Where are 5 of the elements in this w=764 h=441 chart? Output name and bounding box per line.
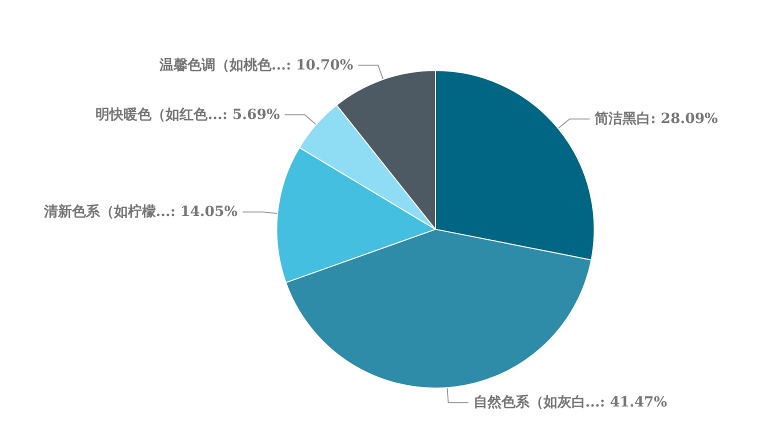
- slice-label: 自然色系（如灰白...: 41.47%: [473, 394, 668, 411]
- slice-label: 简洁黑白: 28.09%: [594, 110, 718, 127]
- slice-label: 清新色系（如柠檬...: 14.05%: [42, 203, 238, 220]
- slice-label: 温馨色调（如桃色...: 10.70%: [158, 57, 354, 74]
- slice-label: 明快暖色（如红色...: 5.69%: [96, 106, 280, 123]
